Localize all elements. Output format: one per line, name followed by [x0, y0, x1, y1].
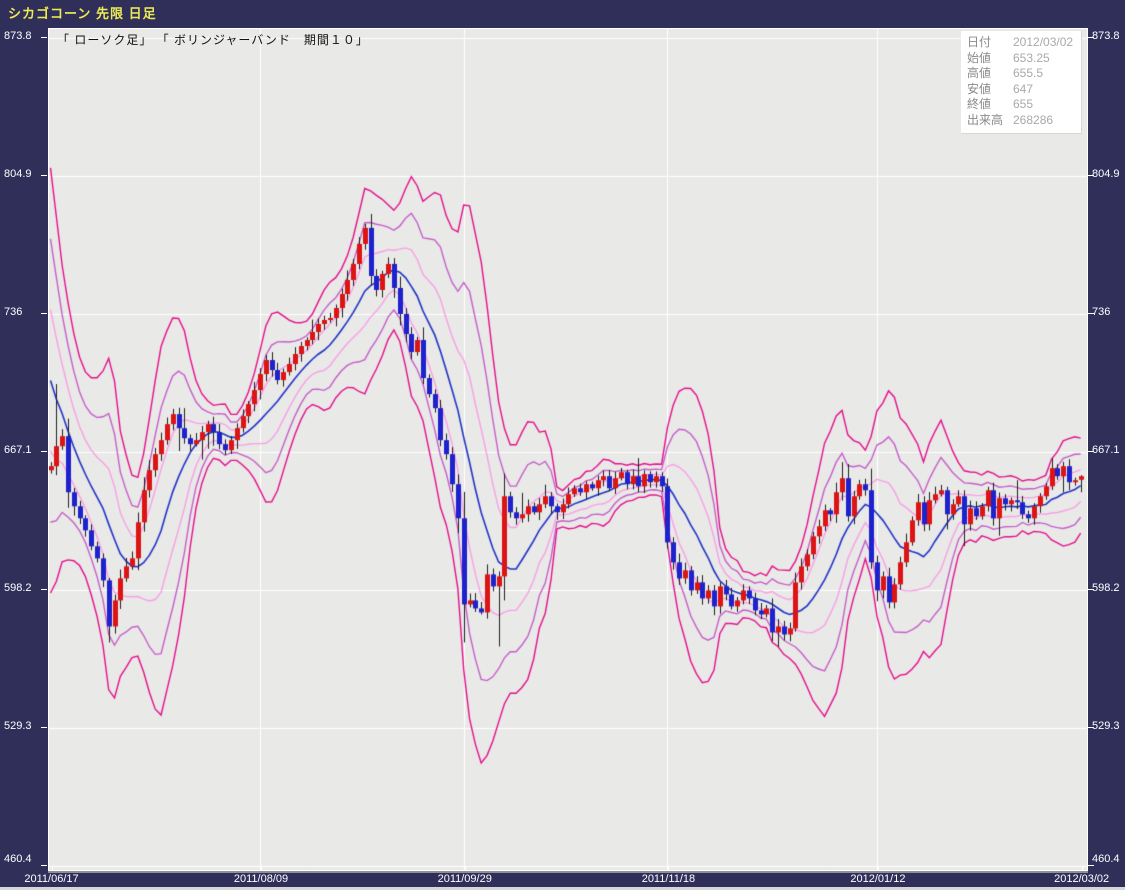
y-axis-label-left: 736: [4, 306, 23, 318]
info-value: 2012/03/02: [1013, 35, 1074, 49]
axis-tick: [877, 866, 879, 871]
axis-tick: [1088, 313, 1094, 314]
axis-tick: [1081, 866, 1083, 871]
y-axis-label-right: 598.2: [1092, 582, 1120, 594]
info-label: 始値: [967, 50, 992, 65]
y-axis-label-right: 460.4: [1092, 853, 1120, 865]
info-row: 終値 655: [967, 97, 1077, 113]
y-axis-label-right: 529.3: [1092, 720, 1120, 732]
info-value: 653.25: [1013, 50, 1050, 65]
axis-tick: [41, 727, 47, 728]
page-title: シカゴコーン 先限 日足: [8, 6, 157, 21]
info-label: 日付: [967, 35, 992, 49]
axis-tick: [41, 865, 47, 866]
info-value: 268286: [1013, 112, 1054, 127]
axis-tick: [1088, 451, 1094, 452]
x-axis-label: 2012/01/12: [850, 873, 906, 885]
y-axis-label-left: 529.3: [4, 720, 32, 732]
axis-tick: [1088, 589, 1094, 590]
plot-bottom-shadow: [48, 871, 1088, 873]
axis-tick: [1088, 865, 1094, 866]
chart-legend: 「 ローソク足」 「 ボリンジャーバンド 期間１０」: [57, 33, 369, 47]
axis-tick: [41, 589, 47, 590]
y-axis-label-left: 460.4: [4, 853, 32, 865]
axis-tick: [464, 866, 466, 871]
axis-tick: [41, 175, 47, 176]
info-row: 高値 655.5: [967, 66, 1077, 82]
axis-tick: [1088, 37, 1094, 38]
info-value: 655: [1013, 97, 1034, 111]
axis-tick: [1088, 175, 1094, 176]
info-label: 終値: [967, 97, 992, 111]
info-label: 高値: [967, 66, 992, 80]
ohlc-info-panel: 日付 2012/03/02 始値 653.25 高値 655.5 安値 647 …: [961, 31, 1082, 134]
info-row: 安値 647: [967, 82, 1077, 98]
x-axis-label: 2012/03/02: [1054, 873, 1110, 885]
y-axis-label-left: 667.1: [4, 444, 32, 456]
y-axis-label-left: 873.8: [4, 30, 32, 42]
info-row: 日付 2012/03/02: [967, 35, 1077, 51]
info-value: 647: [1013, 81, 1034, 96]
y-axis-label-left: 804.9: [4, 168, 32, 180]
axis-tick: [41, 313, 47, 314]
y-axis-label-right: 804.9: [1092, 168, 1120, 180]
info-row: 始値 653.25: [967, 51, 1077, 67]
x-axis-label: 2011/06/17: [24, 873, 79, 885]
chart-canvas[interactable]: [49, 29, 1087, 870]
info-value: 655.5: [1013, 66, 1044, 80]
window-bottom-edge: [0, 887, 1125, 890]
y-axis-label-left: 598.2: [4, 582, 32, 594]
info-row: 出来高 268286: [967, 113, 1077, 129]
x-axis-label: 2011/09/29: [437, 873, 492, 885]
y-axis-label-right: 873.8: [1092, 30, 1120, 42]
info-label: 出来高: [967, 112, 1004, 127]
info-label: 安値: [967, 81, 992, 96]
x-axis-label: 2011/11/18: [641, 873, 696, 885]
axis-tick: [261, 866, 263, 871]
y-axis-label-right: 667.1: [1092, 444, 1120, 456]
x-axis-label: 2011/08/09: [233, 873, 289, 885]
axis-tick: [668, 866, 670, 871]
axis-tick: [41, 37, 47, 38]
chart-plot-area: 「 ローソク足」 「 ボリンジャーバンド 期間１０」 日付 2012/03/02…: [48, 28, 1088, 871]
axis-tick: [1088, 727, 1094, 728]
axis-tick: [51, 866, 53, 871]
axis-tick: [41, 451, 47, 452]
y-axis-label-right: 736: [1092, 306, 1111, 318]
